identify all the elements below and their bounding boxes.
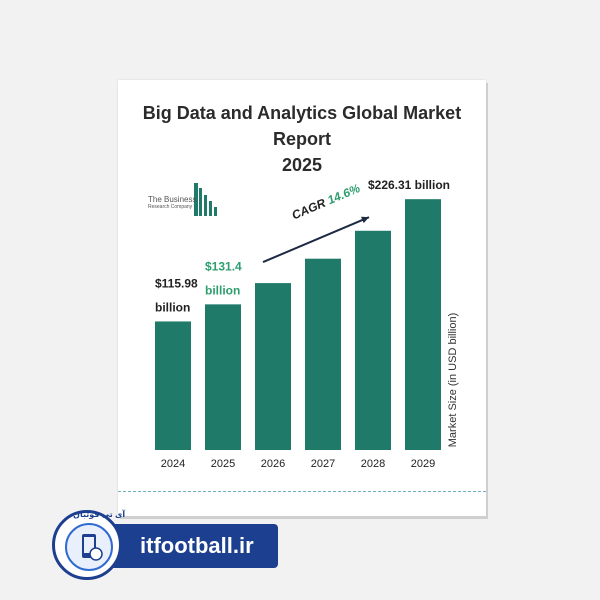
data-label: billion xyxy=(205,283,240,297)
bar-2024 xyxy=(155,321,191,450)
x-tick-label: 2029 xyxy=(411,458,435,470)
chart-title: Big Data and Analytics Global Market Rep… xyxy=(118,100,486,178)
bar-2027 xyxy=(305,258,341,450)
cagr-arrow xyxy=(262,216,370,264)
watermark-badge-icon: آی تی فوتبال xyxy=(52,510,126,580)
bar-2029 xyxy=(405,199,441,450)
bar-2026 xyxy=(255,283,291,450)
divider-line xyxy=(118,491,486,492)
data-label: $131.4 xyxy=(205,259,242,273)
watermark-text: itfootball.ir xyxy=(140,533,254,558)
x-tick-label: 2024 xyxy=(161,458,185,470)
logo-text: The Business Research Company xyxy=(148,195,196,210)
bar-chart: 2024 2025 2026 2027 2028 2029 $115.98 billion $… xyxy=(155,178,459,470)
watermark-badge-text: آی تی فوتبال xyxy=(73,510,126,519)
x-tick-label: 2026 xyxy=(261,458,285,470)
logo-line-2: Research Company xyxy=(148,204,193,210)
chart-title-line-1: Big Data and Analytics Global Market Rep… xyxy=(142,103,462,149)
chart-title-line-2: 2025 xyxy=(281,155,323,175)
watermark-logo: itfootball.ir آی تی فوتبال xyxy=(48,506,278,580)
bar-2028 xyxy=(355,230,391,450)
report-card: Big Data and Analytics Global Market Rep… xyxy=(118,80,486,516)
watermark-banner: itfootball.ir xyxy=(92,524,278,568)
data-label: billion xyxy=(155,300,190,314)
cagr-label: CAGR 14.6% xyxy=(290,181,363,222)
logo-line-1: The Business xyxy=(148,195,197,204)
x-tick-label: 2025 xyxy=(211,458,235,470)
x-tick-label: 2027 xyxy=(311,458,335,470)
data-label: $115.98 xyxy=(155,276,198,290)
phone-ball-icon xyxy=(65,523,113,571)
arrow-head-icon xyxy=(361,216,369,224)
y-axis-label: Market Size (in USD billion) xyxy=(447,313,459,447)
company-logo: The Business Research Company xyxy=(148,183,220,222)
building-bars-icon xyxy=(194,183,217,216)
bar-2025 xyxy=(205,304,241,450)
x-tick-label: 2028 xyxy=(361,458,385,470)
data-label: $226.31 billion xyxy=(368,178,450,192)
